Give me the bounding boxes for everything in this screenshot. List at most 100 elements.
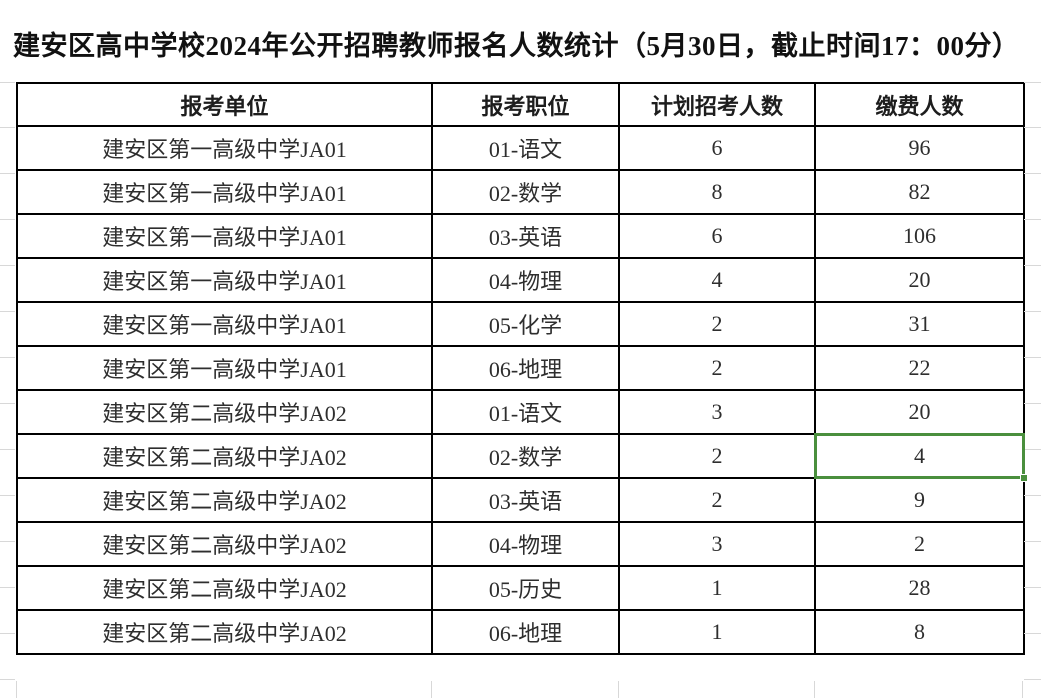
cell-unit[interactable]: 建安区第二高级中学JA02 (16, 565, 433, 611)
cell-unit[interactable]: 建安区第二高级中学JA02 (16, 521, 433, 567)
header-position[interactable]: 报考职位 (431, 82, 620, 127)
cell-position[interactable]: 03-英语 (431, 477, 620, 523)
gridline (0, 541, 15, 542)
cell-position[interactable]: 03-英语 (431, 213, 620, 259)
cell-unit[interactable]: 建安区第一高级中学JA01 (16, 213, 433, 259)
table-row: 建安区第二高级中学JA02 03-英语 2 9 (16, 477, 1025, 523)
header-paid[interactable]: 缴费人数 (814, 82, 1025, 127)
table-row: 建安区第一高级中学JA01 01-语文 6 96 (16, 125, 1025, 171)
cell-paid[interactable]: 28 (814, 565, 1025, 611)
cell-position[interactable]: 01-语文 (431, 389, 620, 435)
gridline (0, 403, 15, 404)
fill-handle[interactable] (1020, 474, 1028, 482)
gridline (0, 219, 15, 220)
cell-planned[interactable]: 6 (618, 213, 816, 259)
cell-position[interactable]: 02-数学 (431, 433, 620, 479)
gridline (1022, 681, 1023, 698)
cell-paid[interactable]: 96 (814, 125, 1025, 171)
header-unit[interactable]: 报考单位 (16, 82, 433, 127)
cell-planned[interactable]: 1 (618, 609, 816, 655)
gridline (0, 679, 15, 680)
cell-paid[interactable]: 31 (814, 301, 1025, 347)
cell-paid[interactable]: 22 (814, 345, 1025, 391)
gridline (1024, 127, 1041, 128)
gridline (1024, 449, 1041, 450)
cell-unit[interactable]: 建安区第一高级中学JA01 (16, 345, 433, 391)
gridline (1024, 219, 1041, 220)
table-row: 建安区第二高级中学JA02 01-语文 3 20 (16, 389, 1025, 435)
gridline (618, 681, 619, 698)
gridline (0, 82, 15, 83)
gridline (1024, 633, 1041, 634)
gridline (0, 173, 15, 174)
cell-paid[interactable]: 20 (814, 389, 1025, 435)
cell-planned[interactable]: 6 (618, 125, 816, 171)
gridline (1024, 403, 1041, 404)
cell-paid[interactable]: 2 (814, 521, 1025, 567)
cell-paid[interactable]: 8 (814, 609, 1025, 655)
table-row: 建安区第二高级中学JA02 04-物理 3 2 (16, 521, 1025, 567)
cell-position[interactable]: 06-地理 (431, 609, 620, 655)
cell-paid[interactable]: 9 (814, 477, 1025, 523)
cell-unit[interactable]: 建安区第二高级中学JA02 (16, 389, 433, 435)
cell-position[interactable]: 01-语文 (431, 125, 620, 171)
table-row: 建安区第二高级中学JA02 05-历史 1 28 (16, 565, 1025, 611)
cell-unit[interactable]: 建安区第一高级中学JA01 (16, 301, 433, 347)
header-planned[interactable]: 计划招考人数 (618, 82, 816, 127)
cell-planned[interactable]: 2 (618, 433, 816, 479)
gridline (1024, 495, 1041, 496)
recruitment-stats-table: 报考单位 报考职位 计划招考人数 缴费人数 建安区第一高级中学JA01 01-语文… (16, 82, 1028, 655)
cell-position[interactable]: 05-历史 (431, 565, 620, 611)
cell-planned[interactable]: 2 (618, 301, 816, 347)
gridline (814, 681, 815, 698)
cell-planned[interactable]: 3 (618, 389, 816, 435)
table-body: 建安区第一高级中学JA01 01-语文 6 96 建安区第一高级中学JA01 02-数学 8… (16, 125, 1028, 655)
table-row: 建安区第一高级中学JA01 05-化学 2 31 (16, 301, 1025, 347)
gridline (0, 633, 15, 634)
cell-unit[interactable]: 建安区第一高级中学JA01 (16, 125, 433, 171)
cell-paid[interactable]: 106 (814, 213, 1025, 259)
cell-position[interactable]: 04-物理 (431, 521, 620, 567)
gridline (1024, 357, 1041, 358)
table-row: 建安区第一高级中学JA01 03-英语 6 106 (16, 213, 1025, 259)
cell-planned[interactable]: 1 (618, 565, 816, 611)
cell-position[interactable]: 02-数学 (431, 169, 620, 215)
cell-unit[interactable]: 建安区第二高级中学JA02 (16, 609, 433, 655)
gridline (0, 449, 15, 450)
cell-planned[interactable]: 2 (618, 345, 816, 391)
gridline (1024, 541, 1041, 542)
table-row: 建安区第二高级中学JA02 06-地理 1 8 (16, 609, 1025, 655)
gridline (1024, 173, 1041, 174)
cell-unit[interactable]: 建安区第二高级中学JA02 (16, 433, 433, 479)
selected-cell[interactable]: 4 (814, 433, 1028, 482)
table-row: 建安区第一高级中学JA01 04-物理 4 20 (16, 257, 1025, 303)
gridline (0, 127, 15, 128)
cell-position[interactable]: 05-化学 (431, 301, 620, 347)
gridline (0, 495, 15, 496)
gridline (0, 265, 15, 266)
gridline (1024, 82, 1041, 83)
cell-planned[interactable]: 8 (618, 169, 816, 215)
table-row: 建安区第二高级中学JA02 02-数学 2 4 (16, 433, 1028, 482)
table-row: 建安区第一高级中学JA01 06-地理 2 22 (16, 345, 1025, 391)
sheet-title[interactable]: 建安区高中学校2024年公开招聘教师报名人数统计（5月30日，截止时间17：00… (13, 31, 1020, 61)
cell-unit[interactable]: 建安区第二高级中学JA02 (16, 477, 433, 523)
gridline (1024, 265, 1041, 266)
cell-planned[interactable]: 3 (618, 521, 816, 567)
cell-paid[interactable]: 82 (814, 169, 1025, 215)
gridline (431, 681, 432, 698)
cell-unit[interactable]: 建安区第一高级中学JA01 (16, 169, 433, 215)
gridline (0, 311, 15, 312)
gridline (0, 587, 15, 588)
cell-unit[interactable]: 建安区第一高级中学JA01 (16, 257, 433, 303)
cell-position[interactable]: 06-地理 (431, 345, 620, 391)
cell-planned[interactable]: 4 (618, 257, 816, 303)
cell-position[interactable]: 04-物理 (431, 257, 620, 303)
table-header-row: 报考单位 报考职位 计划招考人数 缴费人数 (16, 82, 1025, 127)
gridline (1024, 679, 1041, 680)
cell-planned[interactable]: 2 (618, 477, 816, 523)
cell-paid[interactable]: 20 (814, 257, 1025, 303)
table-row: 建安区第一高级中学JA01 02-数学 8 82 (16, 169, 1025, 215)
gridline (0, 357, 15, 358)
